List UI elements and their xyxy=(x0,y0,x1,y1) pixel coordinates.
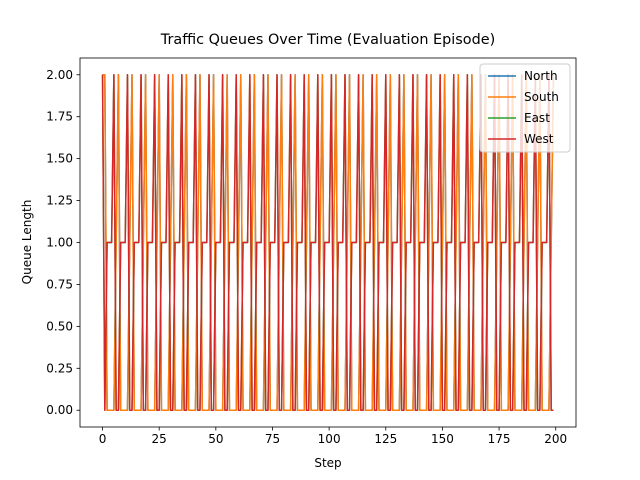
x-tick-label: 100 xyxy=(318,432,341,446)
x-tick-label: 0 xyxy=(99,432,107,446)
legend-label: South xyxy=(524,90,559,104)
y-tick-label: 1.50 xyxy=(46,152,73,166)
series-line xyxy=(101,74,554,411)
x-axis-label: Step xyxy=(314,456,341,470)
y-tick-label: 0.75 xyxy=(46,277,73,291)
y-tick-label: 2.00 xyxy=(46,68,73,82)
y-axis-label: Queue Length xyxy=(20,200,34,285)
x-tick-label: 25 xyxy=(152,432,167,446)
x-tick-label: 125 xyxy=(374,432,397,446)
chart-title: Traffic Queues Over Time (Evaluation Epi… xyxy=(160,32,495,48)
legend-label: East xyxy=(524,111,550,125)
legend-label: North xyxy=(524,69,558,83)
x-tick-label: 50 xyxy=(208,432,223,446)
y-tick-label: 0.00 xyxy=(46,403,73,417)
legend-label: West xyxy=(524,132,554,146)
x-tick-label: 75 xyxy=(265,432,280,446)
y-tick-label: 1.25 xyxy=(46,194,73,208)
series-line xyxy=(102,74,555,411)
y-tick-label: 1.00 xyxy=(46,236,73,250)
plot-frame xyxy=(79,57,577,428)
y-tick-label: 0.50 xyxy=(46,319,73,333)
legend-box xyxy=(479,63,571,153)
x-tick-label: 175 xyxy=(488,432,511,446)
x-tick-label: 200 xyxy=(544,432,567,446)
y-tick-label: 0.25 xyxy=(46,361,73,375)
y-tick-label: 1.75 xyxy=(46,110,73,124)
x-tick-label: 150 xyxy=(431,432,454,446)
